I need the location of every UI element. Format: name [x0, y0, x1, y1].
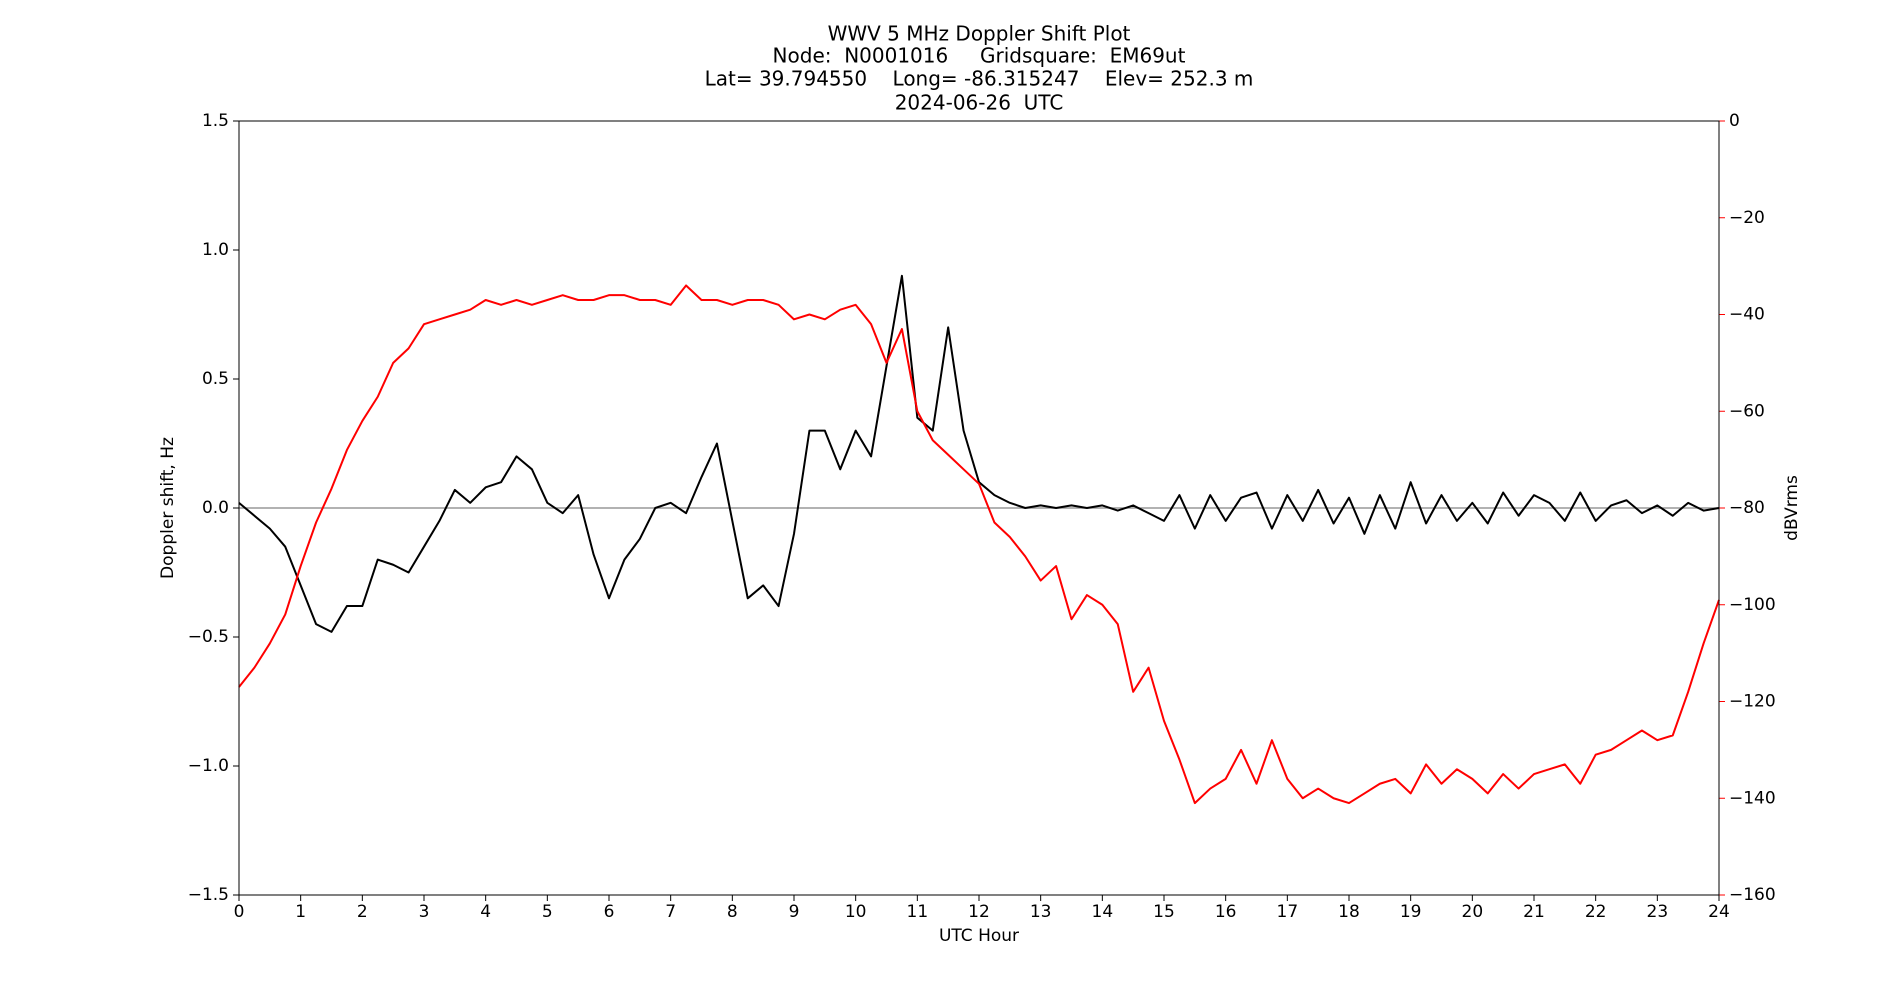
y2-tick-label: −140	[1729, 788, 1776, 808]
data-line	[238, 274, 1720, 633]
x-tick-label: 10	[845, 902, 867, 922]
x-tick-label: 8	[727, 902, 738, 922]
x-tick-label: 9	[789, 902, 800, 922]
y2-tick-label: −80	[1729, 498, 1765, 518]
y-tick-label: 0.0	[202, 498, 229, 518]
y2-axis-label: dBVrms	[1782, 475, 1802, 541]
y2-tick-label: −100	[1729, 595, 1776, 615]
chart-subtitle: Lat= 39.794550 Long= -86.315247 Elev= 25…	[705, 67, 1254, 91]
y2-tick-label: −20	[1729, 208, 1765, 228]
chart-subtitle: 2024-06-26 UTC	[895, 91, 1064, 115]
data-line	[238, 284, 1720, 805]
y-tick-label: −1.5	[188, 885, 229, 905]
x-tick-label: 2	[357, 902, 368, 922]
x-tick-label: 24	[1708, 902, 1730, 922]
x-tick-label: 4	[480, 902, 491, 922]
y-tick-label: −0.5	[188, 627, 229, 647]
x-tick-label: 21	[1523, 902, 1545, 922]
x-tick-label: 16	[1215, 902, 1237, 922]
chart-title: WWV 5 MHz Doppler Shift Plot	[828, 22, 1131, 46]
x-tick-label: 14	[1092, 902, 1114, 922]
y-tick-label: 0.5	[202, 369, 229, 389]
y2-tick-label: 0	[1729, 111, 1740, 131]
x-tick-label: 5	[542, 902, 553, 922]
x-tick-label: 11	[907, 902, 929, 922]
x-tick-label: 3	[419, 902, 430, 922]
y2-tick-label: −120	[1729, 692, 1776, 712]
x-tick-label: 15	[1153, 902, 1175, 922]
y2-tick-label: −60	[1729, 401, 1765, 421]
x-tick-label: 1	[295, 902, 306, 922]
plot-frame	[238, 120, 1720, 896]
x-axis-label: UTC Hour	[939, 926, 1019, 946]
x-tick-label: 18	[1338, 902, 1360, 922]
y2-tick-label: −160	[1729, 885, 1776, 905]
x-tick-label: 20	[1462, 902, 1484, 922]
y2-tick-label: −40	[1729, 305, 1765, 325]
chart-subtitle: Node: N0001016 Gridsquare: EM69ut	[773, 44, 1186, 68]
y-tick-label: −1.0	[188, 756, 229, 776]
x-tick-label: 12	[968, 902, 990, 922]
y-tick-label: 1.5	[202, 111, 229, 131]
y-tick-label: 1.0	[202, 240, 229, 260]
x-tick-label: 0	[234, 902, 245, 922]
x-tick-label: 13	[1030, 902, 1052, 922]
x-tick-label: 6	[604, 902, 615, 922]
x-tick-label: 23	[1647, 902, 1669, 922]
x-tick-label: 7	[665, 902, 676, 922]
x-tick-label: 19	[1400, 902, 1422, 922]
x-tick-label: 17	[1277, 902, 1299, 922]
y-axis-label: Doppler shift, Hz	[158, 437, 178, 579]
x-tick-label: 22	[1585, 902, 1607, 922]
